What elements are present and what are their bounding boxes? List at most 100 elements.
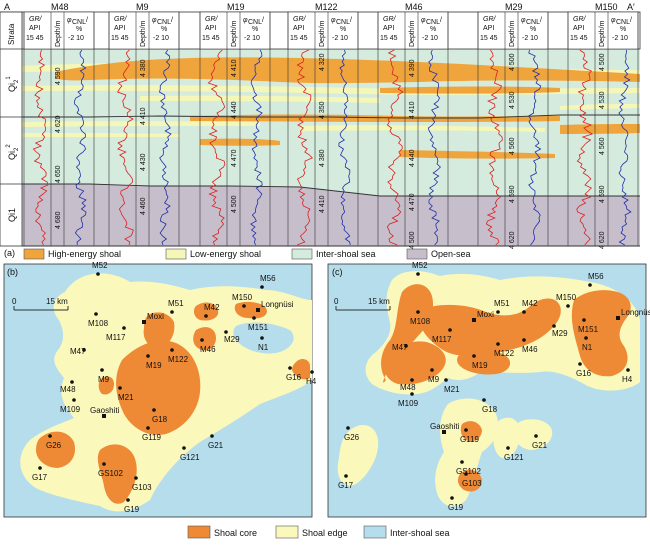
well-marker-g103	[464, 472, 468, 476]
cnl-header-slash: /	[540, 17, 542, 24]
depth-label: 4 560	[599, 137, 606, 155]
gr-header-unit: API	[483, 25, 494, 32]
gr-header-range: 15 45	[111, 35, 129, 42]
town-label-longnusi: Longnüsi	[261, 300, 294, 309]
well-marker-m52	[96, 272, 100, 276]
well-marker-m47	[404, 344, 408, 348]
well-marker-m46	[522, 338, 526, 342]
depth-label: 4 460	[140, 197, 147, 215]
map-legend-swatch-inter-shoal	[363, 525, 387, 539]
gr-header-unit: API	[293, 25, 304, 32]
section-legend: (a) High-energy shoal Low-energy shoal I…	[4, 248, 471, 260]
cross-section-panel: A A′ Strata Qi21 Qi22 Qi1 M48 GR/API 15 45…	[0, 2, 641, 260]
depth-label: 4 440	[231, 101, 238, 119]
depth-label: 4 530	[599, 91, 606, 109]
cnl-header-range: -2 10	[422, 35, 438, 42]
depth-header: Depth/m	[231, 20, 238, 47]
well-name-m29: M29	[505, 2, 523, 12]
town-marker-longnusi	[256, 308, 260, 312]
legend-label-high-energy: High-energy shoal	[48, 249, 121, 259]
well-header-box	[108, 11, 180, 50]
cnl-log-curve	[74, 49, 87, 246]
cnl-header-unit: %	[76, 26, 82, 33]
well-header-box	[199, 11, 271, 50]
well-label-m151: M151	[578, 325, 599, 334]
well-marker-g26	[48, 434, 52, 438]
well-label-m42: M42	[204, 303, 220, 312]
well-marker-m108	[94, 312, 98, 316]
gr-header-unit: API	[383, 25, 394, 32]
well-marker-g18	[152, 408, 156, 412]
well-column-m122: M122 GR/API 15 45 Depth/m φ CNL/% -2 10 4 320 4 …	[287, 2, 359, 246]
legend-label-open-sea: Open-sea	[431, 249, 471, 259]
well-label-m52: M52	[412, 261, 428, 270]
well-label-g19: G19	[448, 503, 464, 512]
depth-header: Depth/m	[319, 20, 326, 47]
well-label-m51: M51	[494, 299, 510, 308]
depth-label: 4 500	[599, 53, 606, 71]
gr-header-range: 15 45	[480, 35, 498, 42]
well-label-m109: M109	[398, 399, 419, 408]
cnl-header-range: -2 10	[68, 35, 84, 42]
well-label-g119: G119	[460, 435, 480, 444]
well-label-m52: M52	[92, 261, 108, 270]
depth-label: 4 530	[509, 91, 516, 109]
well-label-m48: M48	[60, 385, 76, 394]
cnl-log-curve	[338, 49, 351, 246]
depth-label: 4 590	[509, 185, 516, 203]
legend-swatch-open-sea	[406, 248, 428, 260]
well-marker-m150	[242, 304, 246, 308]
map-legend-swatch-core	[187, 525, 211, 539]
cnl-header-unit: %	[620, 26, 626, 33]
well-marker-m117	[448, 328, 452, 332]
well-label-n1: N1	[258, 343, 269, 352]
town-marker-moxi	[142, 320, 146, 324]
scale-value-c: 15 km	[368, 297, 390, 306]
well-label-m122: M122	[168, 355, 189, 364]
well-label-m150: M150	[232, 293, 253, 302]
well-marker-m29	[224, 330, 228, 334]
well-marker-g121	[506, 446, 510, 450]
well-name-m150: M150	[595, 2, 618, 12]
town-marker-gaoshiti	[442, 430, 446, 434]
legend-swatch-inter-shoal	[291, 248, 313, 260]
cnl-header-unit: %	[161, 26, 167, 33]
well-marker-n1	[584, 336, 588, 340]
cnl-header-slash: /	[171, 17, 173, 24]
well-label-m47: M47	[70, 347, 86, 356]
endpoint-left: A	[4, 2, 10, 12]
well-label-m51: M51	[168, 299, 184, 308]
well-marker-g17	[38, 466, 42, 470]
cnl-header-phi: φ	[331, 17, 336, 24]
gr-log-curve	[386, 49, 404, 246]
scale-zero-c: 0	[334, 297, 339, 306]
depth-label: 4 470	[409, 193, 416, 211]
well-label-m42: M42	[522, 299, 538, 308]
well-marker-h4	[626, 368, 630, 372]
well-column-m150: M150 GR/API 15 45 Depth/m φ CNL/% -2 10 4 500 4 …	[567, 2, 639, 249]
well-label-g21: G21	[208, 441, 224, 450]
well-label-m19: M19	[472, 361, 488, 370]
depth-label: 4 590	[55, 67, 62, 85]
well-marker-g21	[210, 434, 214, 438]
well-marker-m29	[552, 324, 556, 328]
well-label-g18: G18	[482, 405, 498, 414]
well-label-g21: G21	[532, 441, 548, 450]
well-label-g16: G16	[576, 369, 592, 378]
shoal-edge-island-mid	[493, 417, 520, 459]
well-marker-m48	[70, 380, 74, 384]
shoal-core-areas	[36, 301, 310, 504]
strata-boundaries	[22, 114, 640, 247]
well-marker-m19	[472, 354, 476, 358]
depth-label: 4 620	[509, 231, 516, 249]
depth-label: 4 440	[409, 149, 416, 167]
map-panel-b: 0 15 km (b) M52 M56 M108 M51 M42 M150 M151 M117…	[3, 261, 317, 518]
depth-label: 4 500	[231, 195, 238, 213]
legend-label-low-energy: Low-energy shoal	[190, 249, 261, 259]
cnl-header-range: -2 10	[244, 35, 260, 42]
depth-header: Depth/m	[599, 20, 606, 47]
cnl-header-unit: %	[340, 26, 346, 33]
legend-swatch-high-energy	[23, 248, 45, 260]
well-marker-g119	[464, 428, 468, 432]
well-marker-h4	[310, 370, 314, 374]
